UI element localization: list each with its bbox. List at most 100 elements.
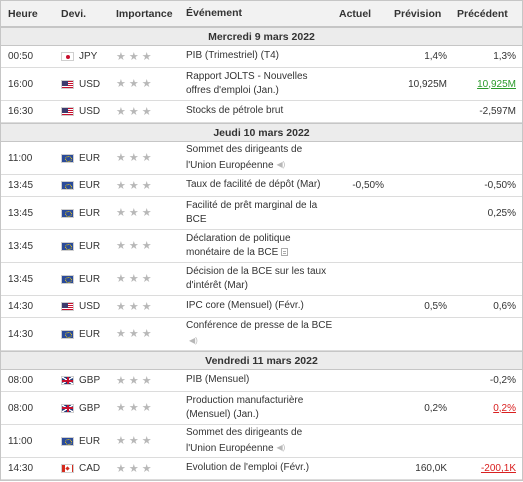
event-currency: USD <box>56 301 111 312</box>
table-row[interactable]: 00:50 JPY ★ ★ ★ PIB (Trimestriel) (T4) 1,4… <box>1 46 522 68</box>
star-icon: ★ <box>141 78 152 90</box>
star-icon: ★ <box>141 50 152 63</box>
event-name: Déclaration de politique monétaire de la… <box>186 232 291 259</box>
star-icon: ★ <box>128 78 139 90</box>
importance-stars: ★ ★ ★ <box>111 207 184 219</box>
event-name[interactable]: Rapport JOLTS - Nouvelles offres d'emplo… <box>186 70 308 97</box>
star-icon: ★ <box>116 328 126 340</box>
importance-stars: ★ ★ ★ <box>111 462 184 475</box>
star-icon: ★ <box>141 462 152 475</box>
eu-flag-icon <box>61 181 74 190</box>
col-time-header[interactable]: Heure <box>8 7 38 20</box>
table-row[interactable]: 16:30 USD ★ ★ ★ Stocks de pétrole brut -2,… <box>1 101 522 123</box>
star-icon: ★ <box>128 50 139 63</box>
star-icon: ★ <box>128 179 139 192</box>
eu-flag-icon <box>61 208 74 218</box>
event-name-cell[interactable]: Déclaration de politique monétaire de la… <box>184 232 335 261</box>
importance-stars: ★ ★ ★ <box>111 300 184 313</box>
star-icon: ★ <box>141 374 152 387</box>
star-icon: ★ <box>116 207 126 219</box>
table-row[interactable]: 16:00 USD ★ ★ ★ Rapport JOLTS - Nouvelles … <box>1 68 522 101</box>
canada-flag-icon <box>61 464 74 473</box>
star-icon: ★ <box>116 78 126 90</box>
event-name-cell[interactable]: Sommet des dirigeants de l'Union Europée… <box>184 426 335 456</box>
table-row[interactable]: 13:45 EUR ★ ★ ★ Déclaration de politique m… <box>1 230 522 263</box>
star-icon: ★ <box>128 152 139 164</box>
event-name[interactable]: Stocks de pétrole brut <box>186 105 284 117</box>
event-forecast: 0,2% <box>424 402 447 414</box>
event-name: Conférence de presse de la BCE <box>186 320 333 332</box>
importance-stars: ★ ★ ★ <box>111 403 184 414</box>
previous-value-revised: -200,1K <box>480 463 516 474</box>
event-name-cell[interactable]: Conférence de presse de la BCE ◀) <box>184 319 335 349</box>
table-row[interactable]: 08:00 GBP ★ ★ ★ Production manufacturière … <box>1 392 522 425</box>
star-icon: ★ <box>116 105 126 118</box>
table-row[interactable]: 13:45 EUR ★ ★ ★ Décision de la BCE sur les… <box>1 263 522 296</box>
event-name[interactable]: Production manufacturière (Mensuel) (Jan… <box>186 394 304 421</box>
event-time: 08:00 <box>8 375 34 386</box>
usa-flag-icon <box>61 79 74 89</box>
event-name[interactable]: PIB (Trimestriel) (T4) <box>186 50 279 62</box>
currency-code: USD <box>79 301 101 312</box>
importance-stars: ★ ★ ★ <box>111 374 184 387</box>
star-icon: ★ <box>141 179 152 192</box>
table-row[interactable]: 13:45 EUR ★ ★ ★ Facilité de prêt marginal … <box>1 197 522 230</box>
star-icon: ★ <box>141 105 152 118</box>
event-name[interactable]: PIB (Mensuel) <box>186 374 250 386</box>
event-name[interactable]: Evolution de l'emploi (Févr.) <box>186 462 310 474</box>
col-previous-header[interactable]: Précédent <box>457 7 508 20</box>
currency-code: EUR <box>79 152 101 164</box>
eu-flag-icon <box>61 153 74 163</box>
star-icon: ★ <box>116 179 126 192</box>
event-name[interactable]: IPC core (Mensuel) (Févr.) <box>186 300 304 312</box>
col-importance-header[interactable]: Importance <box>116 7 173 20</box>
event-time: 08:00 <box>8 402 34 414</box>
event-name-cell[interactable]: Sommet des dirigeants de l'Union Europée… <box>184 143 335 173</box>
star-icon: ★ <box>141 300 152 313</box>
event-currency: GBP <box>56 403 111 414</box>
currency-code: EUR <box>79 273 101 285</box>
star-icon: ★ <box>128 273 139 285</box>
star-icon: ★ <box>128 207 139 219</box>
table-row[interactable]: 14:30 CAD ★ ★ ★ Evolution de l'emploi (Fév… <box>1 458 522 480</box>
event-name[interactable]: Facilité de prêt marginal de la BCE <box>186 199 318 226</box>
table-row[interactable]: 14:30 USD ★ ★ ★ IPC core (Mensuel) (Févr.)… <box>1 296 522 318</box>
importance-stars: ★ ★ ★ <box>111 328 184 340</box>
col-currency-header[interactable]: Devi. <box>61 7 87 20</box>
currency-code: EUR <box>79 435 101 447</box>
event-time: 14:30 <box>8 328 34 340</box>
eu-flag-icon <box>61 329 74 339</box>
currency-code: USD <box>79 106 101 117</box>
event-currency: EUR <box>56 208 111 219</box>
event-name[interactable]: Décision de la BCE sur les taux d'intérê… <box>186 265 327 292</box>
event-forecast: 0,5% <box>424 301 447 312</box>
table-row[interactable]: 11:00 EUR ★ ★ ★ Sommet des dirigeants de l… <box>1 425 522 458</box>
event-name[interactable]: Taux de facilité de dépôt (Mar) <box>186 179 321 191</box>
table-row[interactable]: 14:30 EUR ★ ★ ★ Conférence de presse de la… <box>1 318 522 351</box>
star-icon: ★ <box>141 328 152 340</box>
star-icon: ★ <box>116 435 126 447</box>
document-icon <box>281 248 289 257</box>
event-forecast: 10,925M <box>408 78 447 90</box>
star-icon: ★ <box>141 435 152 447</box>
event-previous: 0,6% <box>493 301 516 312</box>
event-forecast: 160,0K <box>415 463 447 474</box>
currency-code: CAD <box>79 463 101 474</box>
uk-flag-icon <box>61 403 74 413</box>
col-forecast-header[interactable]: Prévision <box>394 7 442 20</box>
event-previous: -0,50% <box>484 180 516 191</box>
importance-stars: ★ ★ ★ <box>111 273 184 285</box>
table-row[interactable]: 13:45 EUR ★ ★ ★ Taux de facilité de dépôt … <box>1 175 522 197</box>
col-actual-header[interactable]: Actuel <box>339 7 372 20</box>
star-icon: ★ <box>141 273 152 285</box>
event-currency: JPY <box>56 51 111 62</box>
star-icon: ★ <box>128 374 139 387</box>
eu-flag-icon <box>61 274 74 284</box>
col-event-header[interactable]: Événement <box>186 7 243 20</box>
star-icon: ★ <box>128 435 139 447</box>
table-row[interactable]: 08:00 GBP ★ ★ ★ PIB (Mensuel) -0,2% <box>1 370 522 392</box>
day-header: Vendredi 11 mars 2022 <box>1 351 522 370</box>
event-time: 14:30 <box>8 463 34 474</box>
table-row[interactable]: 11:00 EUR ★ ★ ★ Sommet des dirigeants de l… <box>1 142 522 175</box>
previous-value-revised: 10,925M <box>477 78 516 90</box>
